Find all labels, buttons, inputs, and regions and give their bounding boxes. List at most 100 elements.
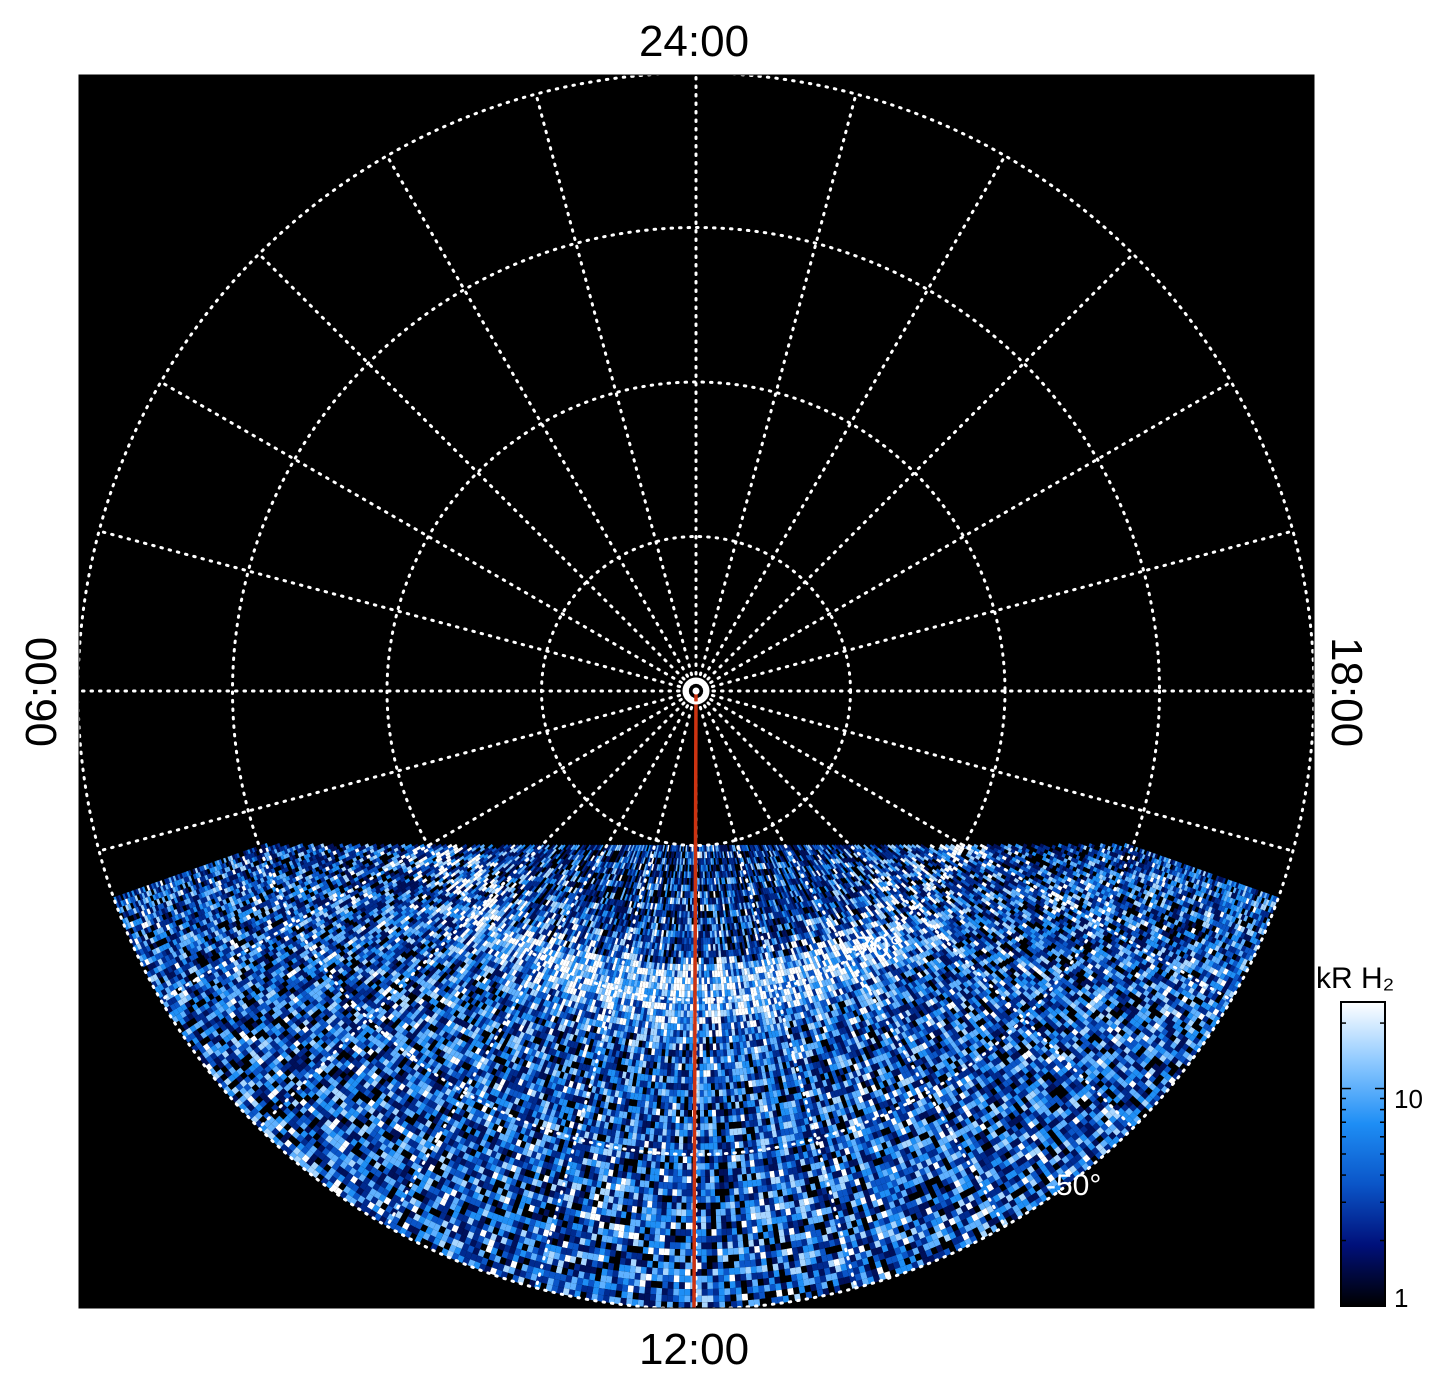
emission-cell <box>1236 924 1243 932</box>
emission-cell <box>1104 863 1110 869</box>
emission-cell <box>1043 849 1049 855</box>
emission-cell <box>1035 861 1041 867</box>
emission-cell <box>1211 879 1216 886</box>
emission-cell <box>1169 890 1175 897</box>
emission-cell <box>1180 922 1186 929</box>
emission-cell <box>1176 926 1182 933</box>
emission-cell <box>1143 850 1148 855</box>
emission-cell <box>1030 843 1036 849</box>
emission-cell <box>1085 846 1090 852</box>
emission-cell <box>1073 880 1080 886</box>
emission-cell <box>1131 904 1137 911</box>
emission-cell <box>1257 921 1263 928</box>
emission-cell <box>1087 860 1093 866</box>
emission-cell <box>1196 942 1203 950</box>
emission-cell <box>1175 931 1182 939</box>
emission-cell <box>1188 903 1194 910</box>
emission-cell <box>1153 873 1159 879</box>
emission-cell <box>1167 863 1172 869</box>
emission-cell <box>1259 891 1264 898</box>
emission-cell <box>1212 902 1217 909</box>
emission-cell <box>1214 938 1220 946</box>
emission-cell <box>1105 896 1111 903</box>
emission-cell <box>1078 847 1084 853</box>
emission-cell <box>1147 851 1152 857</box>
emission-cell <box>1155 869 1161 875</box>
emission-cell <box>1145 865 1150 871</box>
emission-cell <box>1124 916 1131 923</box>
emission-cell <box>1224 943 1231 951</box>
emission-cell <box>1181 895 1187 902</box>
emission-cell <box>997 849 1003 855</box>
emission-cell <box>1260 922 1266 929</box>
emission-cell <box>1246 910 1252 917</box>
emission-cell <box>1093 885 1099 892</box>
emission-cell <box>1181 873 1186 880</box>
emission-cell <box>1027 853 1033 859</box>
emission-cell <box>1227 939 1234 946</box>
emission-cell <box>1176 898 1182 905</box>
emission-cell <box>989 845 995 851</box>
emission-cell <box>1154 921 1161 928</box>
emission-cell <box>1172 886 1177 892</box>
emission-cell <box>1095 882 1102 888</box>
emission-cell <box>1172 930 1179 937</box>
emission-cell <box>1240 920 1246 927</box>
emission-cell <box>1129 854 1134 860</box>
emission-cell <box>1121 860 1126 866</box>
emission-cell <box>1105 872 1111 878</box>
emission-cell <box>1066 851 1072 857</box>
emission-cell <box>1072 862 1078 868</box>
emission-cell <box>1045 854 1051 860</box>
emission-cell <box>1221 954 1228 962</box>
emission-cell <box>1181 879 1187 886</box>
emission-cell <box>1173 860 1178 867</box>
emission-cell <box>1129 849 1134 855</box>
emission-cell <box>1141 899 1147 905</box>
emission-cell <box>1154 926 1160 933</box>
emission-cell <box>1095 854 1101 860</box>
emission-cell <box>1106 887 1112 893</box>
emission-cell <box>1118 888 1124 894</box>
emission-cell <box>1083 862 1089 868</box>
emission-cell <box>1066 859 1072 865</box>
emission-cell <box>1121 909 1128 916</box>
emission-cell <box>1048 863 1054 869</box>
emission-cell <box>1249 930 1255 937</box>
emission-cell <box>1239 890 1244 896</box>
emission-cell <box>1228 880 1233 887</box>
emission-cell <box>1214 951 1221 959</box>
emission-cell <box>1125 843 1130 849</box>
emission-cell <box>1211 925 1217 932</box>
emission-cell <box>1158 855 1163 861</box>
emission-cell <box>1213 909 1219 916</box>
emission-cell <box>1167 858 1172 864</box>
emission-cell <box>1078 869 1084 875</box>
emission-cell <box>1112 871 1117 877</box>
emission-cell <box>1218 882 1223 889</box>
emission-cell <box>1057 876 1063 882</box>
emission-cell <box>1055 880 1061 886</box>
emission-cell <box>1201 904 1207 911</box>
emission-cell <box>1232 966 1239 974</box>
emission-cell <box>1125 911 1131 918</box>
emission-cell <box>1106 850 1111 856</box>
emission-cell <box>1129 859 1135 865</box>
emission-cell <box>1071 884 1078 890</box>
emission-cell <box>1246 928 1252 936</box>
emission-cell <box>1119 850 1124 856</box>
emission-cell <box>1218 922 1224 930</box>
emission-cell <box>1045 858 1051 863</box>
emission-cell <box>1085 877 1091 883</box>
emission-cell <box>1025 860 1031 866</box>
emission-cell <box>1007 855 1014 860</box>
emission-cell <box>1237 889 1242 896</box>
emission-cell <box>1116 849 1121 855</box>
emission-cell <box>1265 911 1270 919</box>
emission-cell <box>1176 872 1181 878</box>
emission-cell <box>1200 932 1207 939</box>
emission-cell <box>1224 919 1230 926</box>
emission-cell <box>1168 928 1175 935</box>
emission-cell <box>1108 874 1114 880</box>
emission-cell <box>1064 854 1070 860</box>
